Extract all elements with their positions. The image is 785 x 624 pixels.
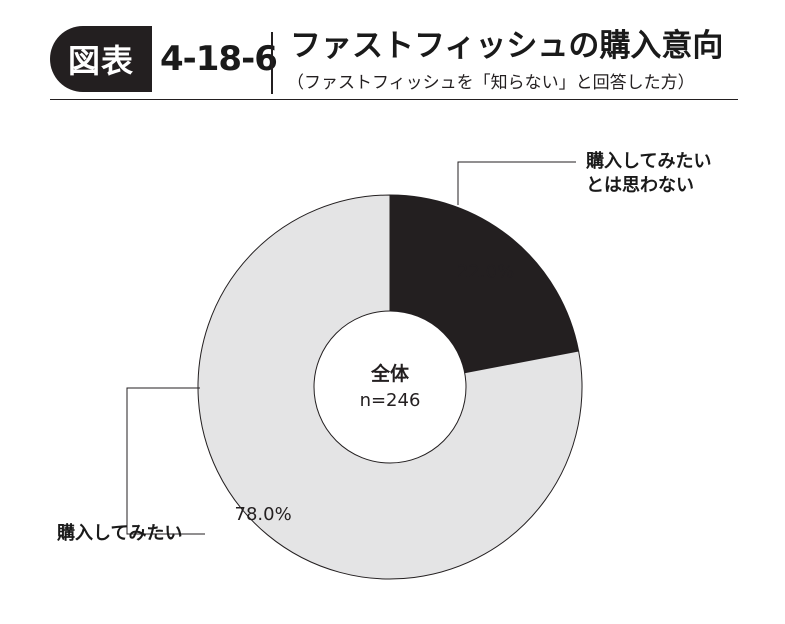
label-want-buy-line1: 購入してみたい xyxy=(57,523,183,544)
label-not-want-buy-line2: とは思わない xyxy=(586,175,694,196)
figure-badge: 図表 xyxy=(50,26,152,92)
leader-lines xyxy=(126,161,576,535)
leader-line-0 xyxy=(457,161,576,205)
donut-center: 全体 n=246 xyxy=(313,310,467,464)
label-not-want-buy: 購入してみたい とは思わない xyxy=(586,150,711,198)
chart-title: ファストフィッシュの購入意向 xyxy=(290,28,724,64)
slice-value-label-1: 78.0% xyxy=(235,504,292,525)
donut-hole xyxy=(313,310,467,464)
leader-line-1 xyxy=(126,387,205,535)
header-rule xyxy=(50,99,738,100)
figure-number: 4-18-6 xyxy=(160,39,278,79)
center-sample-size: n=246 xyxy=(360,390,421,411)
chart-subtitle: （ファストフィッシュを「知らない」と回答した方） xyxy=(287,73,695,93)
slice-value-label-0: 22.0% xyxy=(457,261,514,282)
title-separator xyxy=(271,32,273,94)
label-want-buy: 購入してみたい xyxy=(57,522,182,546)
center-label: 全体 xyxy=(370,362,410,385)
slice-1 xyxy=(197,194,583,580)
label-not-want-buy-line1: 購入してみたい xyxy=(586,151,712,172)
